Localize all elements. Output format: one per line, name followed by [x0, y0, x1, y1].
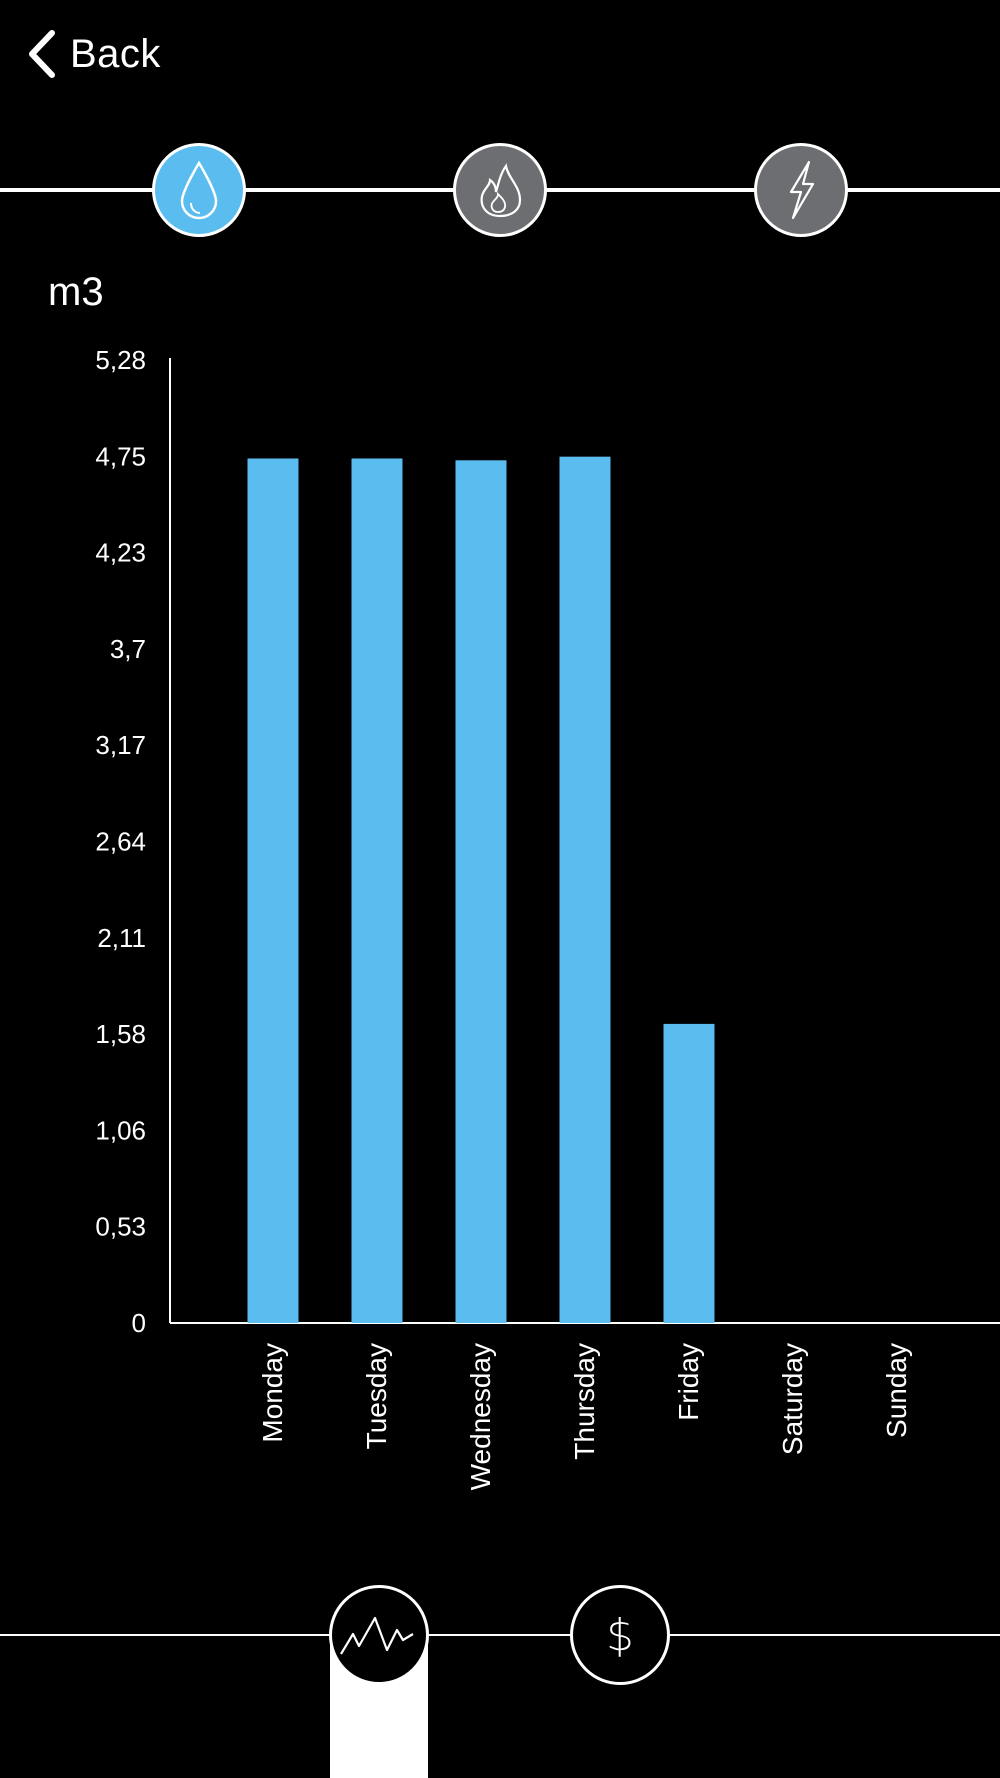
y-tick-label: 4,75 [95, 441, 146, 471]
y-tick-label: 3,17 [95, 730, 146, 760]
y-axis-unit: m3 [48, 270, 104, 314]
bar-friday [663, 1023, 715, 1323]
y-tick-label: 2,64 [95, 827, 146, 857]
back-button[interactable]: Back [26, 24, 161, 84]
consumption-mode-button[interactable] [329, 1585, 429, 1685]
y-tick-label: 3,7 [110, 634, 146, 664]
y-tick-label: 0 [132, 1308, 146, 1338]
bar-monday [247, 458, 299, 1323]
bar-tuesday [351, 458, 403, 1323]
x-tick-label: Sunday [881, 1343, 912, 1438]
chevron-left-icon [29, 30, 55, 78]
y-tick-label: 1,58 [95, 1019, 146, 1049]
bar-thursday [559, 456, 611, 1323]
cost-mode-button[interactable]: $ [570, 1585, 670, 1685]
tab-water[interactable] [152, 143, 246, 237]
x-tick-label: Tuesday [361, 1343, 392, 1449]
line-graph-icon [340, 1616, 414, 1655]
dollar-icon: $ [606, 1609, 634, 1661]
bottom-divider [0, 1634, 1000, 1636]
y-tick-label: 4,23 [95, 538, 146, 568]
tab-gas[interactable] [453, 143, 547, 237]
x-tick-label: Friday [673, 1343, 704, 1421]
back-label: Back [70, 31, 161, 76]
flame-icon [480, 163, 522, 218]
y-tick-label: 0,53 [95, 1212, 146, 1242]
y-tick-label: 5,28 [95, 345, 146, 375]
x-tick-label: Thursday [569, 1343, 600, 1460]
x-tick-label: Monday [257, 1343, 288, 1443]
y-tick-label: 1,06 [95, 1115, 146, 1145]
x-tick-label: Saturday [777, 1343, 808, 1455]
y-tick-label: 2,11 [97, 923, 146, 953]
lightning-icon [789, 160, 815, 220]
tab-electricity[interactable] [754, 143, 848, 237]
bar-wednesday [455, 460, 507, 1323]
usage-bar-chart: 0 0,53 1,06 1,58 2,11 2,64 3,17 3,7 4,23 4,75 5,28… [95, 345, 1000, 1490]
x-tick-label: Wednesday [465, 1343, 496, 1490]
water-drop-icon [180, 160, 218, 220]
